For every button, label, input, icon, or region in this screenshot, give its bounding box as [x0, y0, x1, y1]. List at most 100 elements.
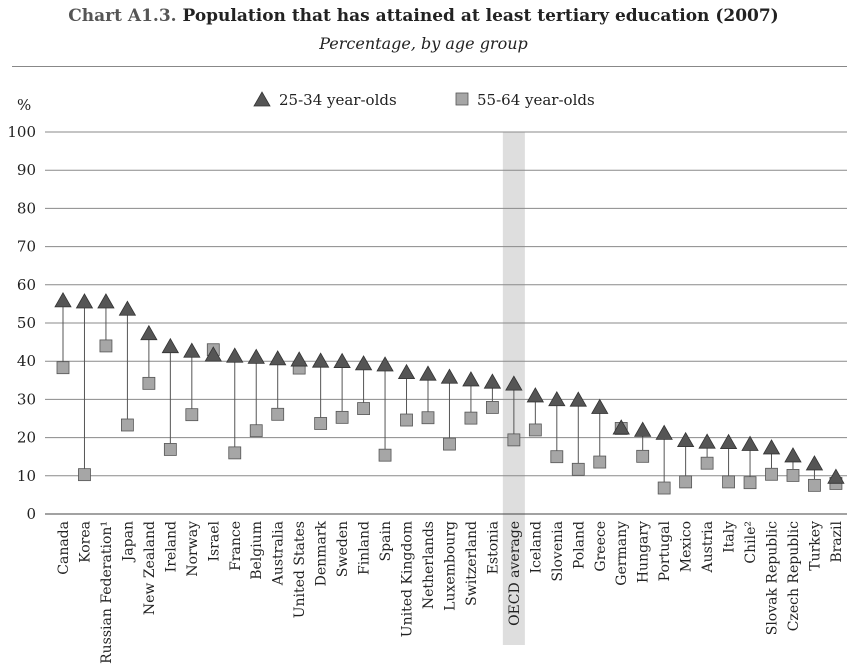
point-25-34 [634, 421, 652, 437]
point-25-34 [97, 293, 115, 309]
chart-number: Chart A1.3. [68, 6, 177, 26]
point-55-64 [271, 407, 285, 421]
point-25-34 [247, 348, 265, 364]
x-category-label: Portugal [657, 520, 673, 581]
x-category-label: Iceland [528, 521, 544, 573]
point-55-64 [163, 443, 177, 456]
legend-label: 55-64 year-olds [477, 91, 595, 109]
point-25-34 [462, 371, 480, 387]
x-category-label: Mexico [679, 521, 695, 572]
chart-title: Chart A1.3. Population that has attained… [0, 6, 847, 26]
point-25-34 [612, 419, 630, 435]
point-55-64 [808, 478, 821, 492]
y-tick-label: 70 [17, 238, 36, 256]
point-55-64 [228, 446, 242, 460]
point-55-64 [507, 433, 521, 447]
point-55-64 [593, 455, 607, 469]
point-55-64 [443, 437, 456, 451]
x-category-label: Austria [700, 521, 716, 573]
point-55-64 [485, 401, 499, 414]
x-category-label: Sweden [335, 521, 351, 577]
x-category-label: United States [292, 521, 308, 618]
point-25-34 [440, 368, 459, 384]
chart-title-text: Population that has attained at least te… [182, 6, 779, 26]
point-55-64 [528, 423, 542, 437]
point-25-34 [719, 433, 738, 449]
x-category-label: Poland [571, 521, 587, 569]
point-55-64 [121, 418, 134, 432]
point-25-34 [655, 424, 673, 440]
point-25-34 [226, 347, 244, 363]
point-55-64 [56, 361, 70, 375]
point-25-34 [269, 350, 287, 366]
x-category-label: Slovenia [550, 521, 566, 582]
point-25-34 [161, 337, 180, 354]
x-category-label: Belgium [249, 521, 265, 580]
y-tick-label: 20 [17, 429, 36, 447]
x-category-label: Russian Federation¹ [99, 521, 115, 664]
x-category-label: France [228, 521, 244, 571]
title-rule [12, 66, 847, 67]
point-25-34 [397, 363, 416, 380]
point-25-34 [290, 351, 308, 367]
y-tick-label: 0 [26, 505, 36, 523]
x-category-label: Italy [722, 521, 738, 553]
point-55-64 [314, 417, 328, 430]
point-55-64 [357, 402, 370, 415]
y-tick-label: 60 [17, 276, 36, 294]
x-category-label: Korea [77, 521, 93, 563]
point-55-64 [249, 424, 263, 438]
x-category-label: Slovak Republic [765, 521, 781, 635]
point-25-34 [311, 352, 330, 368]
point-55-64 [400, 413, 413, 427]
x-category-label: Australia [271, 521, 287, 586]
point-55-64 [550, 450, 564, 464]
x-category-label: Spain [378, 521, 394, 561]
point-55-64 [722, 475, 735, 489]
point-55-64 [78, 468, 91, 482]
point-25-34 [676, 431, 695, 448]
x-category-label: Czech Republic [786, 521, 802, 631]
point-25-34 [505, 375, 523, 391]
x-category-label: New Zealand [142, 521, 158, 615]
point-55-64 [464, 411, 478, 425]
point-55-64 [99, 339, 113, 353]
y-tick-label: 10 [17, 467, 36, 485]
chart-subtitle: Percentage, by age group [319, 34, 528, 53]
point-25-34 [75, 293, 94, 309]
x-category-label: OECD average [507, 521, 523, 626]
point-25-34 [118, 300, 137, 316]
x-category-label: Denmark [314, 520, 330, 586]
point-55-64 [421, 411, 435, 425]
x-category-label: Chile² [743, 521, 759, 564]
point-25-34 [183, 342, 201, 358]
y-tick-label: 90 [17, 161, 36, 179]
y-tick-label: 30 [17, 390, 36, 408]
point-25-34 [805, 455, 824, 471]
x-category-label: Switzerland [464, 521, 480, 606]
point-25-34 [354, 355, 373, 371]
point-25-34 [376, 356, 394, 372]
point-25-34 [419, 365, 437, 381]
x-category-label: Luxembourg [442, 521, 458, 611]
point-25-34 [784, 447, 802, 463]
point-25-34 [762, 439, 781, 455]
x-category-label: Germany [614, 521, 630, 586]
x-category-label: Hungary [636, 521, 652, 583]
point-25-34 [569, 391, 587, 407]
point-55-64 [142, 376, 156, 390]
point-55-64 [571, 462, 585, 476]
legend-square-icon [455, 92, 469, 106]
point-55-64 [378, 448, 392, 462]
point-55-64 [700, 456, 714, 470]
point-25-34 [54, 292, 72, 308]
x-category-label: Turkey [807, 521, 823, 571]
y-tick-label: 100 [7, 123, 36, 141]
legend-label: 25-34 year-olds [279, 91, 397, 109]
point-55-64 [743, 476, 757, 490]
point-55-64 [786, 469, 800, 482]
point-55-64 [657, 481, 671, 495]
point-55-64 [679, 475, 693, 489]
x-category-label: Greece [593, 521, 609, 572]
point-25-34 [827, 468, 845, 484]
